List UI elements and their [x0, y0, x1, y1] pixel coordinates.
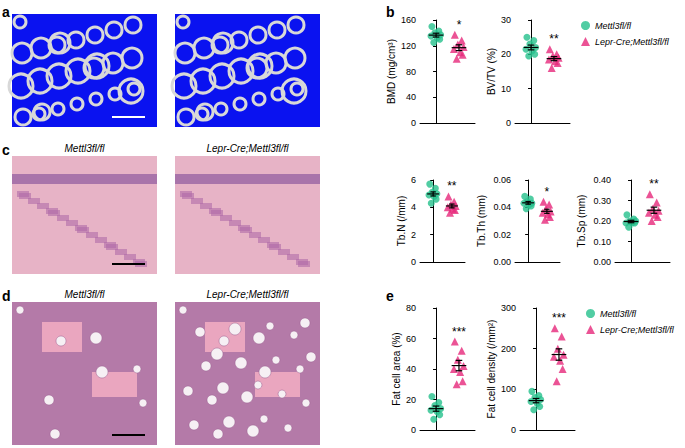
svg-text:80: 80 [406, 303, 416, 313]
svg-text:a: a [2, 4, 10, 20]
svg-text:120: 120 [401, 41, 416, 51]
svg-text:Lepr-Cre;Mettl3fl/fl: Lepr-Cre;Mettl3fl/fl [595, 37, 670, 47]
svg-text:0.20: 0.20 [593, 216, 611, 226]
svg-text:*: * [457, 18, 462, 32]
svg-text:4: 4 [411, 202, 416, 212]
svg-text:Fat cell density (/mm²): Fat cell density (/mm²) [486, 320, 497, 419]
svg-text:d: d [2, 288, 11, 304]
svg-text:160: 160 [401, 15, 416, 25]
svg-text:0.06: 0.06 [493, 175, 511, 185]
svg-text:0.00: 0.00 [593, 257, 611, 267]
svg-text:Lepr-Cre;Mettl3fl/fl: Lepr-Cre;Mettl3fl/fl [600, 325, 675, 335]
svg-text:c: c [2, 142, 10, 158]
svg-text:**: ** [447, 179, 457, 193]
svg-text:0.30: 0.30 [593, 196, 611, 206]
svg-text:200: 200 [501, 344, 516, 354]
svg-text:40: 40 [406, 92, 416, 102]
svg-text:Tb.Th (mm): Tb.Th (mm) [476, 195, 487, 247]
svg-text:Lepr-Cre;Mettl3fl/fl: Lepr-Cre;Mettl3fl/fl [206, 289, 289, 300]
svg-text:0: 0 [411, 118, 416, 128]
svg-text:Mettl3fl/fl: Mettl3fl/fl [595, 21, 632, 31]
svg-text:0: 0 [411, 257, 416, 267]
svg-text:***: *** [552, 311, 566, 325]
svg-text:b: b [386, 4, 395, 20]
svg-text:0: 0 [511, 425, 516, 435]
svg-text:Tb.N (/mm): Tb.N (/mm) [396, 196, 407, 247]
svg-text:0.00: 0.00 [493, 257, 511, 267]
svg-text:Mettl3fl/fl: Mettl3fl/fl [64, 289, 105, 300]
svg-text:BMD (mg/cm³): BMD (mg/cm³) [386, 39, 397, 104]
svg-text:0: 0 [411, 425, 416, 435]
svg-text:Fat cell area (%): Fat cell area (%) [391, 332, 402, 405]
svg-text:6: 6 [411, 175, 416, 185]
svg-text:30: 30 [501, 15, 511, 25]
svg-text:e: e [386, 288, 394, 304]
svg-text:20: 20 [406, 395, 416, 405]
svg-text:10: 10 [501, 84, 511, 94]
svg-text:**: ** [649, 177, 659, 191]
svg-text:60: 60 [406, 334, 416, 344]
svg-text:2: 2 [411, 230, 416, 240]
svg-text:100: 100 [501, 384, 516, 394]
svg-text:Mettl3fl/fl: Mettl3fl/fl [64, 143, 105, 154]
svg-text:Lepr-Cre;Mettl3fl/fl: Lepr-Cre;Mettl3fl/fl [206, 143, 289, 154]
svg-text:0.04: 0.04 [493, 202, 511, 212]
svg-text:40: 40 [406, 364, 416, 374]
svg-text:BV/TV (%): BV/TV (%) [486, 48, 497, 95]
svg-text:***: *** [452, 325, 466, 339]
svg-text:0: 0 [506, 118, 511, 128]
svg-text:0.10: 0.10 [593, 237, 611, 247]
svg-text:Tb.Sp (mm): Tb.Sp (mm) [576, 195, 587, 248]
svg-text:300: 300 [501, 303, 516, 313]
svg-text:**: ** [549, 32, 559, 46]
svg-text:*: * [545, 185, 550, 199]
svg-text:Mettl3fl/fl: Mettl3fl/fl [600, 309, 637, 319]
svg-text:20: 20 [501, 49, 511, 59]
svg-text:0.02: 0.02 [493, 230, 511, 240]
svg-text:80: 80 [406, 67, 416, 77]
svg-text:0.40: 0.40 [593, 175, 611, 185]
